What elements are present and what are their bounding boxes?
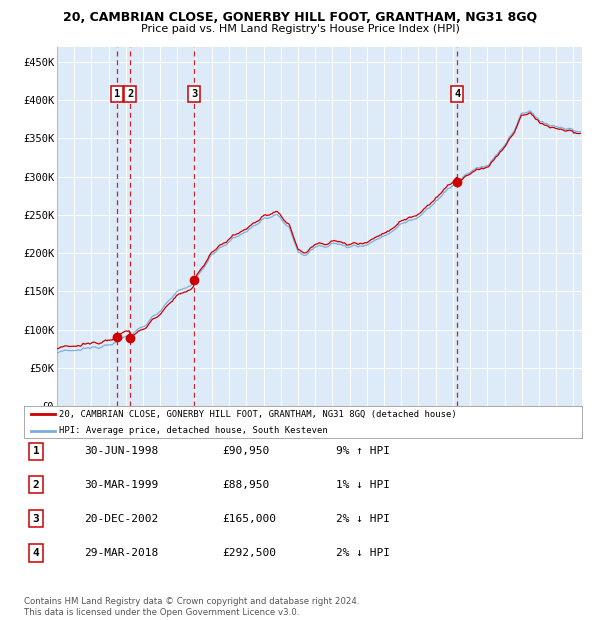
- Text: 20, CAMBRIAN CLOSE, GONERBY HILL FOOT, GRANTHAM, NG31 8GQ (detached house): 20, CAMBRIAN CLOSE, GONERBY HILL FOOT, G…: [59, 410, 457, 419]
- Text: 1: 1: [32, 446, 40, 456]
- Text: 29-MAR-2018: 29-MAR-2018: [84, 548, 158, 558]
- Text: 20-DEC-2002: 20-DEC-2002: [84, 514, 158, 524]
- Text: £165,000: £165,000: [222, 514, 276, 524]
- Text: 9% ↑ HPI: 9% ↑ HPI: [336, 446, 390, 456]
- Text: 30-MAR-1999: 30-MAR-1999: [84, 480, 158, 490]
- Text: £292,500: £292,500: [222, 548, 276, 558]
- Text: 4: 4: [454, 89, 460, 99]
- Text: 2% ↓ HPI: 2% ↓ HPI: [336, 548, 390, 558]
- Text: 2% ↓ HPI: 2% ↓ HPI: [336, 514, 390, 524]
- Text: 1: 1: [114, 89, 121, 99]
- Text: HPI: Average price, detached house, South Kesteven: HPI: Average price, detached house, Sout…: [59, 426, 328, 435]
- Text: 1% ↓ HPI: 1% ↓ HPI: [336, 480, 390, 490]
- Text: 4: 4: [32, 548, 40, 558]
- Text: 30-JUN-1998: 30-JUN-1998: [84, 446, 158, 456]
- Text: 3: 3: [32, 514, 40, 524]
- Text: 2: 2: [32, 480, 40, 490]
- Text: 20, CAMBRIAN CLOSE, GONERBY HILL FOOT, GRANTHAM, NG31 8GQ: 20, CAMBRIAN CLOSE, GONERBY HILL FOOT, G…: [63, 11, 537, 24]
- Text: £88,950: £88,950: [222, 480, 269, 490]
- Text: Contains HM Land Registry data © Crown copyright and database right 2024.
This d: Contains HM Land Registry data © Crown c…: [24, 598, 359, 617]
- Text: 2: 2: [127, 89, 133, 99]
- Text: Price paid vs. HM Land Registry's House Price Index (HPI): Price paid vs. HM Land Registry's House …: [140, 24, 460, 33]
- Text: 3: 3: [191, 89, 197, 99]
- Text: £90,950: £90,950: [222, 446, 269, 456]
